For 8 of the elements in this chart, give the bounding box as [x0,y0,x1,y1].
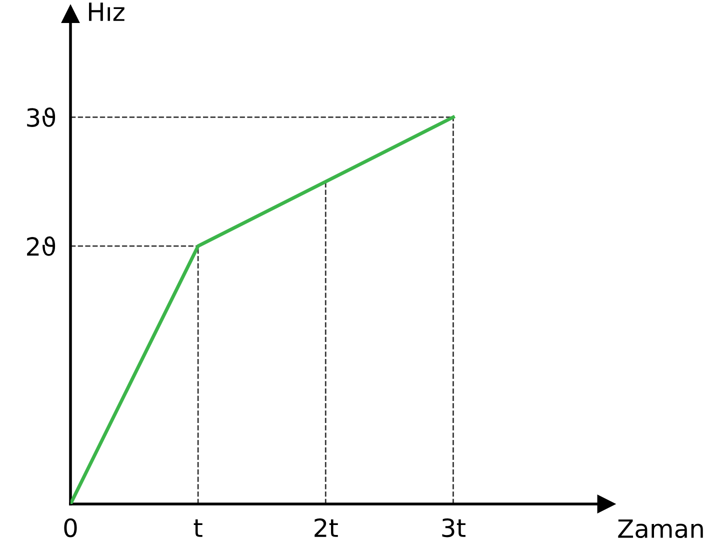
x-tick-label: 3t [442,518,466,538]
x-tick-label: t [194,519,202,537]
y-axis-title: Hız [89,2,124,21]
y-tick-label: 2ϑ [27,236,56,256]
y-tick-label: 3ϑ [27,107,56,128]
x-tick-label: 2t [314,518,338,537]
x-tick-label: 0 [64,518,77,538]
x-axis-title: Zaman [618,519,703,538]
